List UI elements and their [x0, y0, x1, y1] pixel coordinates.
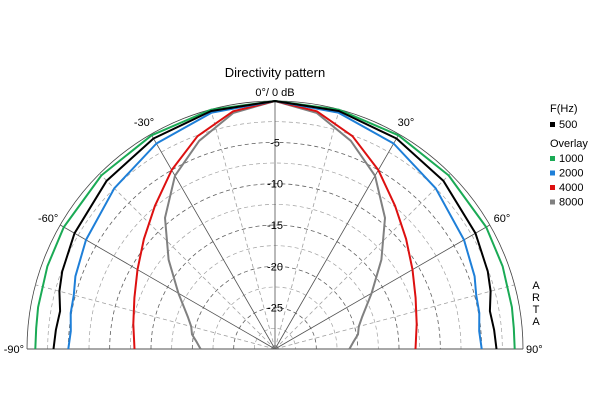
directivity-curves	[34, 100, 516, 350]
radial-tick-label: -25	[267, 303, 283, 315]
legend-entry: 4000	[559, 182, 583, 194]
grid-spoke	[274, 284, 515, 350]
grid-ring	[212, 286, 338, 350]
watermark-letter: R	[532, 292, 540, 304]
grid-ring	[150, 224, 400, 350]
legend-header: F(Hz)	[550, 103, 578, 115]
grid-spoke	[274, 224, 490, 350]
grid-ring	[47, 121, 503, 350]
angle-label: -30°	[134, 117, 154, 129]
legend-entry: 8000	[559, 197, 583, 209]
legend-swatch	[550, 156, 555, 161]
grid-spoke	[210, 109, 276, 350]
radial-tick-label: -10	[267, 179, 283, 191]
grid-spoke	[274, 173, 451, 350]
legend-entry: 2000	[559, 168, 583, 180]
legend-entry: 1000	[559, 153, 583, 165]
grid-spoke	[60, 224, 276, 350]
legend-swatch	[550, 122, 555, 127]
chart-title: Directivity pattern	[225, 65, 325, 80]
grid-spoke	[274, 109, 340, 350]
legend-entry: 500	[559, 119, 577, 131]
watermark-letter: A	[532, 316, 540, 328]
legend-swatch	[550, 170, 555, 176]
axis-labels: -5 -10 -15 -20 -25 0°/ 0 dB -30° 30° -60° 60° -90°…	[4, 87, 543, 356]
radial-tick-label: -5	[270, 137, 280, 149]
grid-spoke	[35, 284, 276, 350]
angle-label: -60°	[38, 213, 58, 225]
grid-spoke	[150, 134, 276, 350]
legend: F(Hz) 500 Overlay 1000 2000 4000 8000	[550, 103, 588, 209]
angle-label: -90°	[4, 344, 24, 356]
legend-overlay-label: Overlay	[550, 138, 588, 150]
watermark-letter: A	[532, 280, 540, 292]
radial-tick-label: -15	[267, 220, 283, 232]
angle-label: 0°/ 0 dB	[255, 87, 294, 99]
angle-label: 60°	[494, 213, 511, 225]
radial-tick-label: -20	[267, 261, 283, 273]
grid-ring	[253, 327, 297, 350]
watermark-letter: T	[533, 304, 540, 316]
grid-spoke	[99, 173, 276, 350]
grid-spoke	[274, 134, 400, 350]
legend-swatch	[550, 185, 555, 190]
angle-label: 30°	[398, 117, 415, 129]
angle-label: 90°	[526, 344, 543, 356]
legend-swatch	[550, 199, 555, 205]
series-curve-500	[52, 100, 498, 350]
